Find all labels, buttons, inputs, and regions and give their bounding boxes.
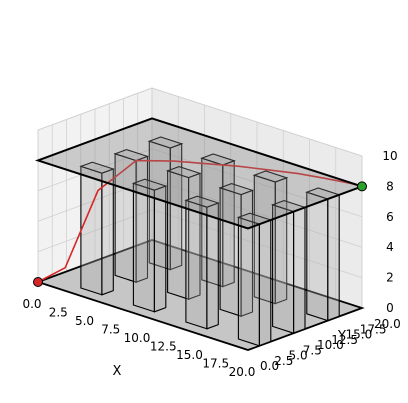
obstacle-bar — [218, 183, 255, 317]
grid-line-z — [37, 87, 363, 157]
start-marker — [33, 277, 43, 287]
z-tick-label: 8 — [386, 179, 394, 193]
x-tick-label: 20.0 — [229, 365, 256, 379]
y-tick-label: 7.5 — [303, 343, 322, 357]
obstacle-face-front — [306, 191, 329, 322]
obstacle-bar — [165, 166, 202, 300]
obstacle-bar — [113, 149, 150, 283]
obstacle-face-front — [185, 199, 208, 330]
z-tick-label: 2 — [386, 271, 394, 285]
y-tick-label: 2.5 — [274, 354, 293, 368]
obstacle-face-top — [252, 170, 289, 183]
x-tick-label: 17.5 — [202, 357, 229, 371]
obstacle-bar — [270, 200, 307, 334]
obstacle-face-side — [206, 202, 219, 330]
obstacle-face-top — [165, 166, 202, 179]
obstacle-face-top — [147, 136, 184, 149]
x-tick-label: 7.5 — [101, 323, 120, 337]
y-tick-label: 17.5 — [360, 322, 387, 336]
grid-line-z — [37, 148, 363, 218]
path-line — [37, 159, 363, 283]
obstacle-face-front — [80, 165, 103, 296]
y-tick-label: 10.0 — [317, 338, 344, 352]
z-tick-label: 4 — [386, 240, 394, 254]
y-tick-label: 20.0 — [374, 317, 401, 331]
obstacle-bar — [131, 178, 168, 313]
x-tick-label: 12.5 — [150, 340, 177, 354]
obstacle-face-top — [184, 195, 220, 208]
grid-line-z — [37, 178, 363, 248]
scene-geometry — [33, 117, 367, 351]
obstacle-face-side — [258, 219, 272, 347]
obstacle-face-side — [153, 185, 167, 313]
tick-labels: 0.02.55.07.510.012.515.017.520.0 0.02.55.… — [22, 149, 400, 379]
grid-line-z — [37, 209, 363, 278]
obstacle-face-front — [272, 204, 295, 334]
obstacle-face-top — [131, 178, 168, 191]
obstacle-bar — [79, 161, 115, 296]
z-tick-label: 6 — [386, 210, 394, 224]
obstacle-face-side — [293, 206, 306, 334]
obstacle-bar — [305, 187, 341, 322]
goal-marker — [357, 181, 367, 192]
y-tick-label: 12.5 — [331, 333, 358, 347]
y-tick-label: 5.0 — [289, 349, 308, 363]
obstacle-face-top — [79, 161, 115, 174]
obstacle-face-top — [218, 183, 255, 196]
y-tick-label: 15.0 — [346, 328, 373, 342]
obstacle-face-top — [200, 153, 236, 166]
obstacle-face-front — [237, 216, 260, 347]
x-axis-label: X — [113, 364, 122, 379]
x-tick-label: 15.0 — [176, 348, 203, 362]
x-tick-label: 2.5 — [49, 306, 68, 320]
obstacle-bar — [184, 195, 220, 330]
z-tick-label: 10 — [382, 149, 397, 163]
x-tick-label: 5.0 — [75, 314, 94, 328]
y-tick-label: 0.0 — [260, 359, 279, 373]
obstacle-face-side — [101, 168, 114, 296]
x-tick-label: 10.0 — [124, 331, 151, 345]
obstacle-bar — [236, 212, 273, 347]
x-tick-label: 0.0 — [22, 297, 41, 311]
obstacle-face-top — [113, 149, 150, 162]
obstacle-face-front — [132, 182, 155, 313]
y-axis-label: Y — [337, 329, 346, 344]
z-tick-label: 0 — [386, 301, 394, 315]
obstacle-face-side — [327, 194, 340, 322]
